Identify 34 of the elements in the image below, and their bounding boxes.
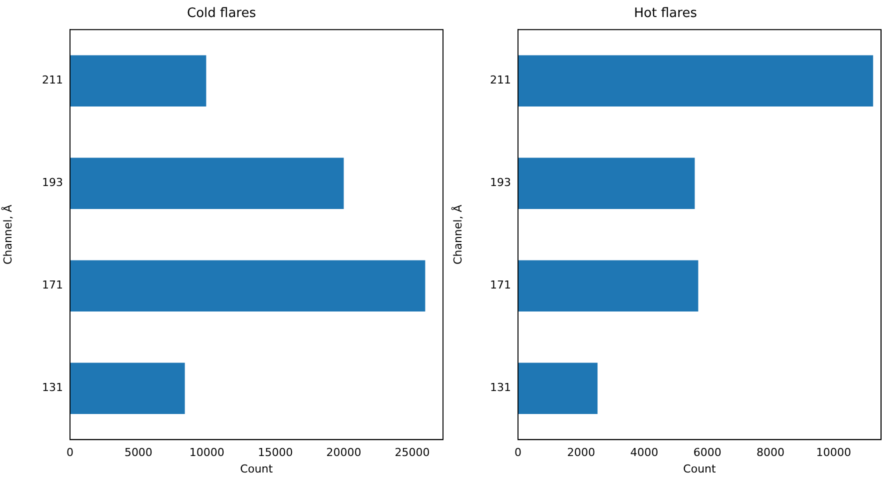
x-tick-label: 20000 <box>326 446 362 460</box>
bar <box>70 362 185 414</box>
x-tick-label: 10000 <box>816 446 852 460</box>
y-tick-label: 131 <box>42 381 63 394</box>
bar <box>70 260 426 312</box>
chart-title: Hot flares <box>634 6 698 22</box>
x-tick-label: 4000 <box>630 446 658 460</box>
x-tick-label: 10000 <box>189 446 224 460</box>
x-tick-label: 8000 <box>756 446 785 460</box>
y-axis-title: Channel, Å <box>0 204 14 264</box>
x-axis-title: Count <box>240 462 274 476</box>
bar <box>518 260 698 312</box>
y-tick-label: 193 <box>42 176 63 190</box>
x-tick-label: 0 <box>66 446 74 460</box>
x-tick-label: 5000 <box>124 446 152 460</box>
chart-title: Cold flares <box>186 6 256 22</box>
x-axis-title: Count <box>683 462 717 476</box>
x-tick-label: 6000 <box>693 446 722 460</box>
y-tick-label: 171 <box>490 278 511 292</box>
y-tick-label: 211 <box>42 74 63 87</box>
bar <box>518 362 598 414</box>
bar <box>70 55 206 106</box>
y-tick-label: 193 <box>490 176 511 190</box>
y-tick-label: 131 <box>490 381 511 394</box>
bar <box>518 158 695 209</box>
y-tick-label: 171 <box>42 278 63 292</box>
x-tick-label: 0 <box>514 446 522 460</box>
x-tick-label: 25000 <box>394 446 430 460</box>
x-tick-label: 15000 <box>258 446 293 460</box>
x-tick-label: 2000 <box>567 446 596 460</box>
bar <box>70 158 344 209</box>
bar <box>518 55 874 106</box>
y-tick-label: 211 <box>490 74 511 87</box>
y-axis-title: Channel, Å <box>450 204 464 264</box>
